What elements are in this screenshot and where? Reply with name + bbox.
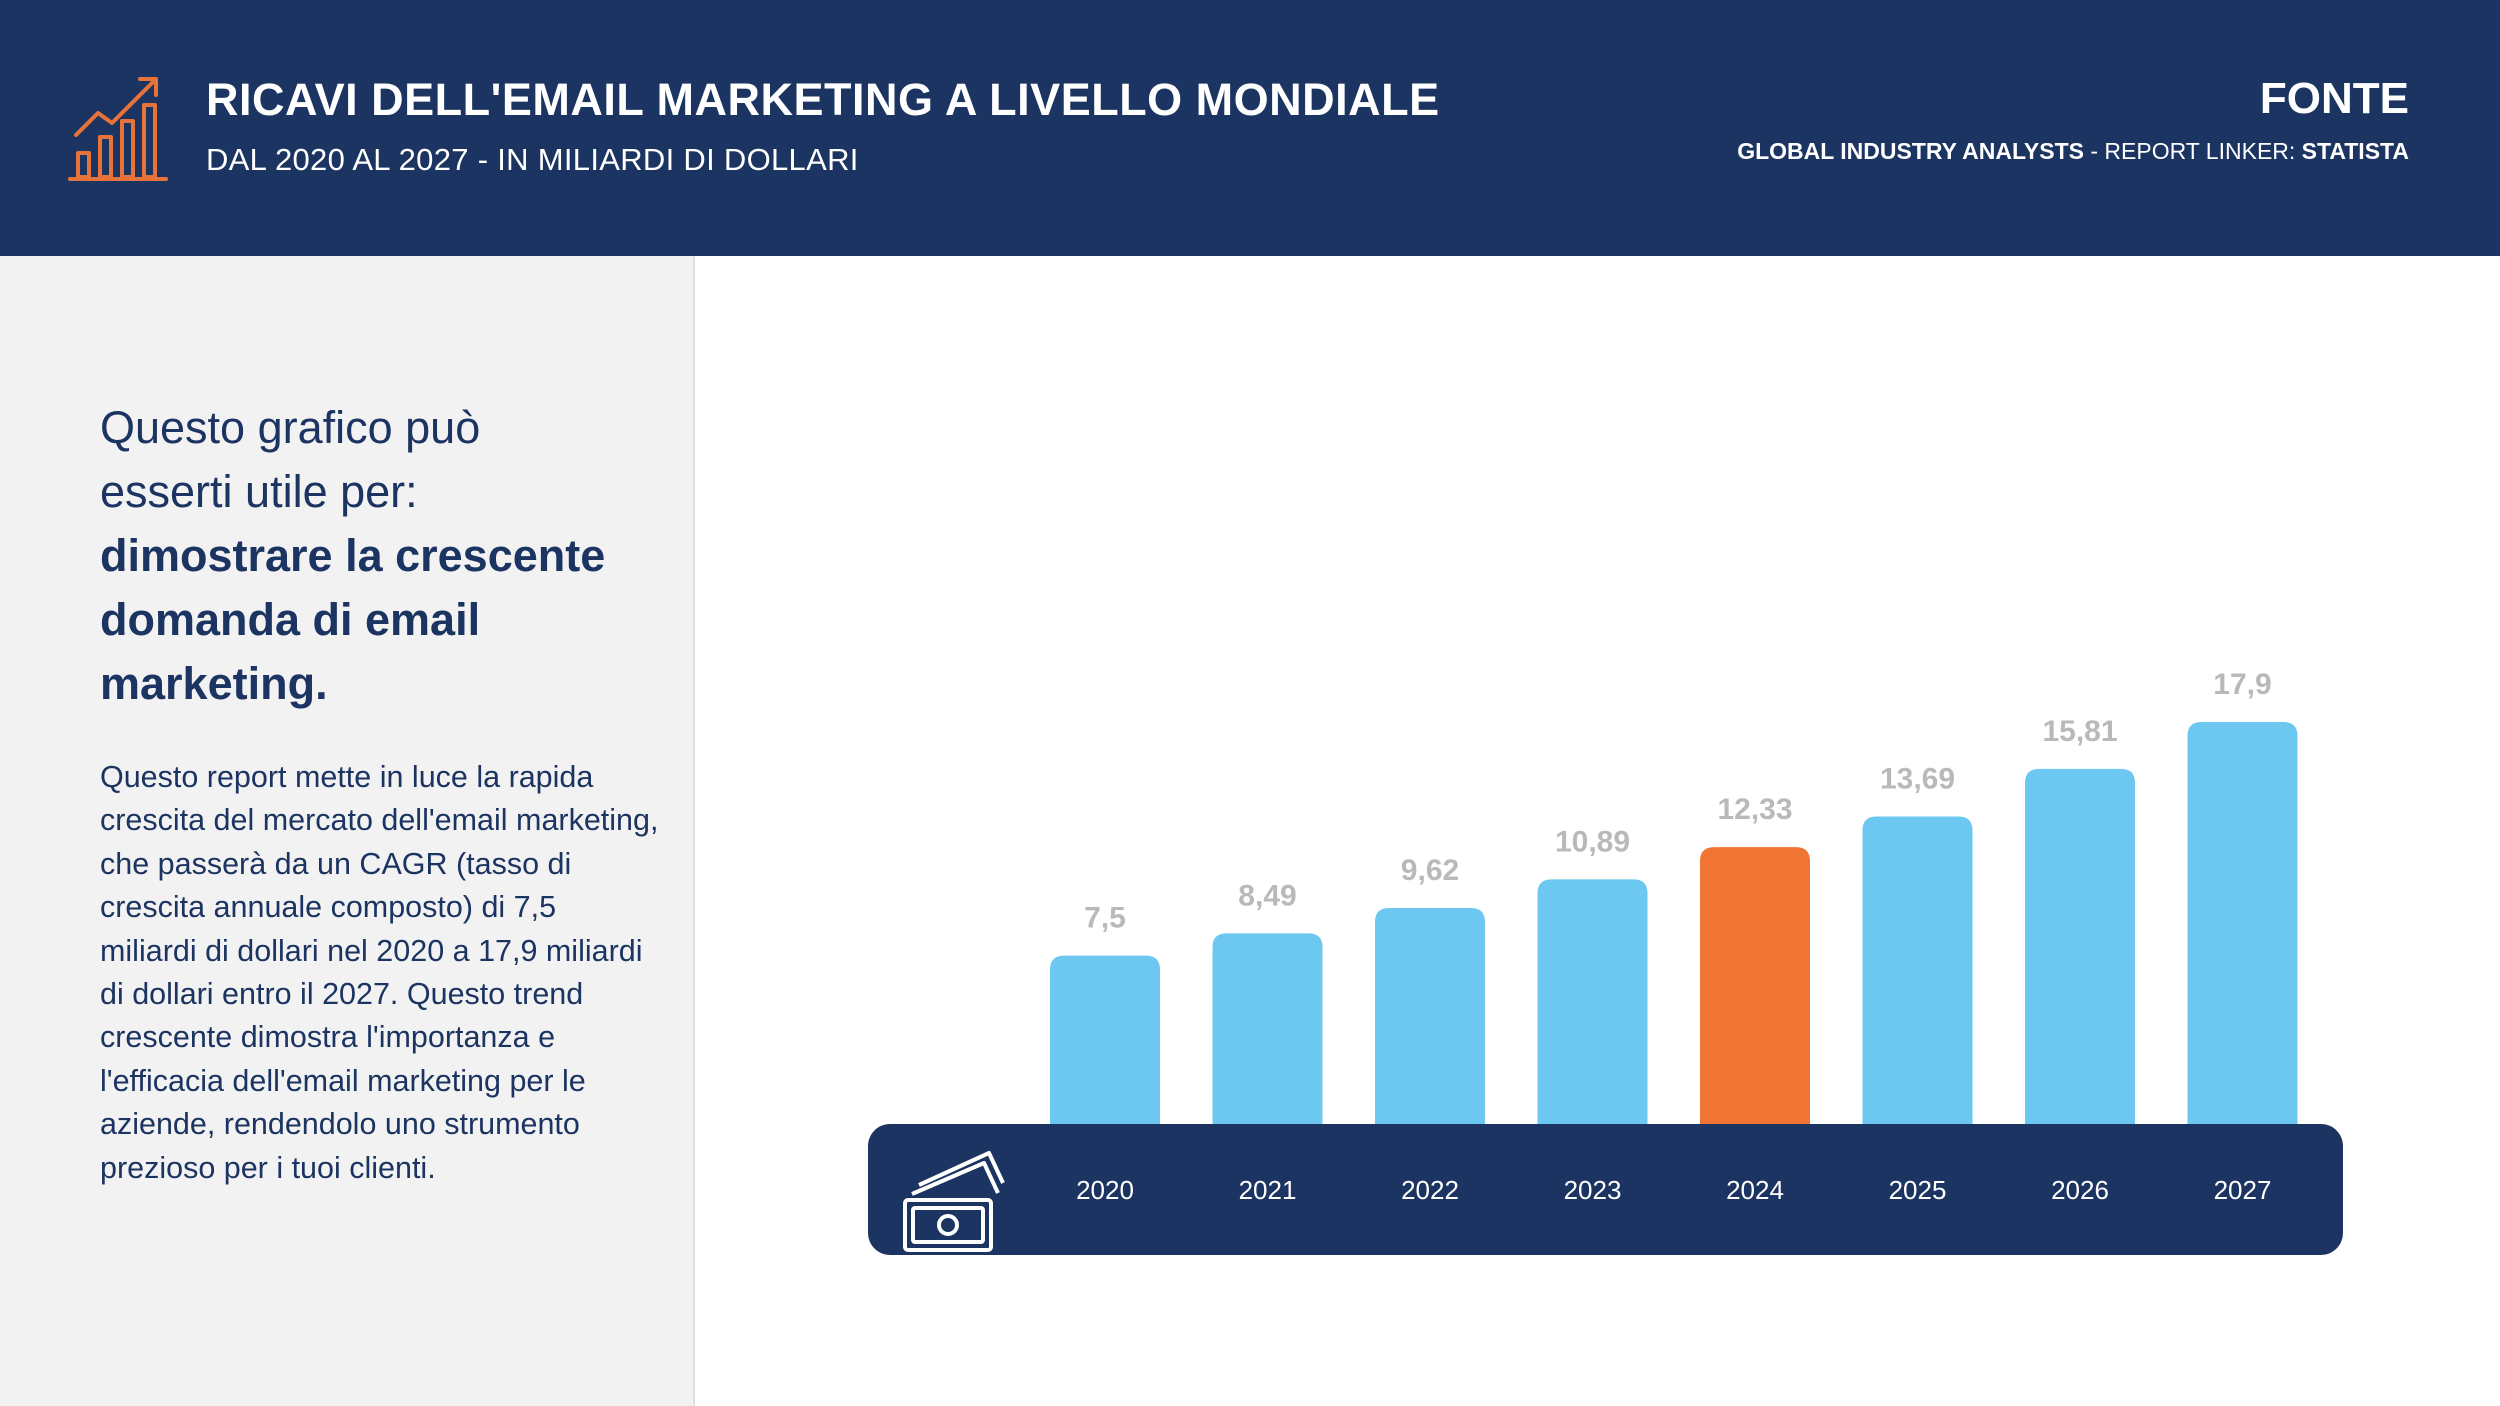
bar-2027: [2187, 722, 2298, 1124]
data-label-2020: 7,5: [1084, 902, 1126, 935]
bar-2025: [1862, 816, 1973, 1124]
data-label-2021: 8,49: [1238, 879, 1296, 912]
bar-2020: [1050, 955, 1160, 1124]
source-middle: - REPORT LINKER:: [2083, 138, 2302, 164]
bar-2026: [2025, 768, 2135, 1124]
x-tick-label-2021: 2021: [1239, 1175, 1297, 1205]
x-tick-label-2020: 2020: [1076, 1175, 1134, 1205]
header-banner: RICAVI DELL'EMAIL MARKETING A LIVELLO MO…: [0, 0, 2500, 256]
x-tick-label-2022: 2022: [1401, 1175, 1459, 1205]
data-label-2023: 10,89: [1555, 825, 1630, 858]
sidebar-panel: Questo grafico può esserti utile per: di…: [0, 256, 695, 1406]
sidebar-lead: Questo grafico può esserti utile per: di…: [100, 396, 660, 716]
x-tick-label-2023: 2023: [1564, 1175, 1622, 1205]
source-label: FONTE: [2259, 74, 2409, 123]
source-secondary: STATISTA: [2301, 138, 2409, 164]
lead-line-2: esserti utile per:: [100, 466, 418, 517]
chart-area: 7,5 2020 8,49 2021 9,62 2022 10,89 2023 12,33 202…: [697, 256, 2500, 1406]
money-bills-icon: [903, 1151, 1005, 1252]
data-label-2025: 13,69: [1880, 763, 1955, 796]
data-label-2024: 12,33: [1717, 793, 1792, 826]
lead-line-1: Questo grafico può: [100, 402, 481, 453]
x-tick-label-2024: 2024: [1726, 1175, 1784, 1205]
lead-highlight: dimostrare la crescente domanda di email…: [100, 530, 606, 709]
source-primary: GLOBAL INDUSTRY ANALYSTS: [1737, 138, 2084, 164]
bar-2022: [1375, 907, 1485, 1124]
x-tick-label-2027: 2027: [2214, 1175, 2272, 1205]
x-tick-label-2026: 2026: [2051, 1175, 2109, 1205]
data-label-2022: 9,62: [1401, 854, 1459, 887]
growth-chart-icon: [68, 77, 168, 181]
data-label-2027: 17,9: [2213, 668, 2271, 701]
sidebar-description: Questo report mette in luce la rapida cr…: [100, 760, 659, 1185]
bar-2024: [1700, 847, 1810, 1124]
source-credits: GLOBAL INDUSTRY ANALYSTS - REPORT LINKER…: [1737, 138, 2409, 165]
page-title: RICAVI DELL'EMAIL MARKETING A LIVELLO MO…: [206, 74, 1440, 125]
bar-2023: [1537, 879, 1648, 1124]
x-tick-label-2025: 2025: [1889, 1175, 1947, 1205]
x-axis-band: [868, 1124, 2343, 1255]
revenue-bar-chart: 7,5 2020 8,49 2021 9,62 2022 10,89 2023 12,33 202…: [868, 668, 2343, 1255]
data-label-2026: 15,81: [2042, 715, 2117, 748]
page-subtitle: DAL 2020 AL 2027 - IN MILIARDI DI DOLLAR…: [206, 142, 859, 177]
bar-2021: [1212, 933, 1323, 1124]
